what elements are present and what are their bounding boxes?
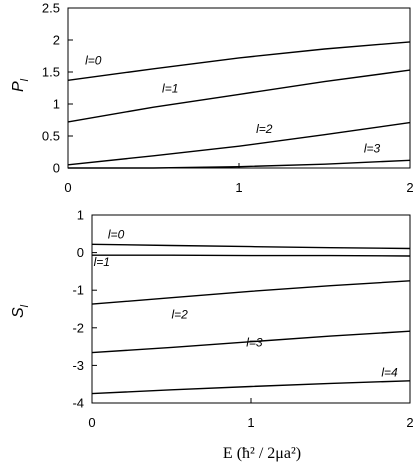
y-tick-label: -3	[72, 358, 84, 373]
series-label-l=0: l=0	[108, 227, 125, 241]
series-line-l=2	[91, 280, 411, 305]
series-label-l=1: l=1	[94, 255, 110, 269]
y-tick-label: 1	[77, 208, 84, 223]
series-line-l=3	[91, 330, 411, 354]
series-line-l=1	[67, 69, 411, 123]
series-label-l=1: l=1	[162, 81, 178, 95]
x-tick-label: 0	[88, 415, 95, 430]
series-line-l=4	[91, 380, 411, 395]
series-line-l=3	[68, 159, 411, 169]
series-label-l=3: l=3	[246, 336, 263, 350]
series-label-l=2: l=2	[172, 307, 189, 321]
x-tick-label: 0	[64, 180, 71, 195]
x-tick-label: 1	[247, 415, 254, 430]
series-line-l=1	[92, 254, 411, 257]
y-tick-label: 0	[53, 161, 60, 176]
series-line-l=2	[67, 121, 411, 166]
y-tick-label: -4	[72, 396, 84, 411]
series-line-l=0	[91, 243, 411, 250]
x-tick-label: 1	[235, 180, 242, 195]
plot-frame	[67, 7, 411, 169]
y-tick-label: 1.5	[42, 65, 60, 80]
series-line-l=0	[67, 41, 411, 81]
series-label-l=2: l=2	[256, 122, 273, 136]
y-tick-label: 2	[53, 33, 60, 48]
y-tick-label: 0.5	[42, 129, 60, 144]
x-tick-label: 2	[406, 180, 413, 195]
y-tick-label: 0	[77, 245, 84, 260]
y-tick-label: 2.5	[42, 1, 60, 16]
series-label-l=3: l=3	[364, 142, 381, 156]
series-label-l=0: l=0	[85, 53, 102, 67]
y-axis-title: Sl	[10, 304, 31, 318]
top-panel-pl: 0 0.5 1 1.5 2 2.5 0 1 2 l=0 l=1 l=2 l=3 Pl	[10, 1, 414, 196]
y-tick-label: -1	[72, 283, 84, 298]
bottom-panel-sl: -4 -3 -2 -1 0 1 0 1 2 l=0 l=1 l=2 l=3 l=4 Sl	[10, 208, 414, 431]
plot-frame	[91, 214, 411, 404]
x-axis-label: E (ħ² / 2μa²)	[223, 445, 301, 462]
y-axis-title: Pl	[10, 78, 31, 92]
x-tick-label: 2	[406, 415, 413, 430]
series-label-l=4: l=4	[381, 366, 398, 380]
y-tick-label: -2	[72, 320, 84, 335]
y-tick-label: 1	[53, 97, 60, 112]
